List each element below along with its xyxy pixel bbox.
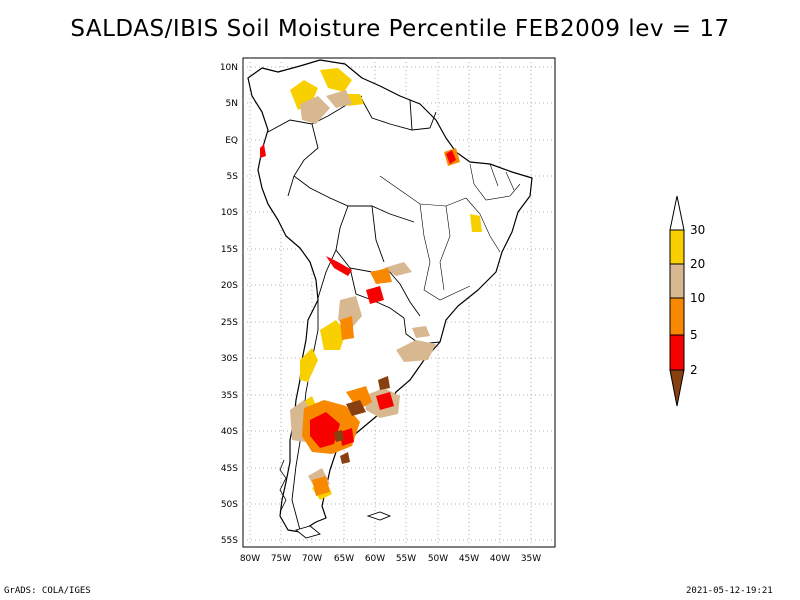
lat-tick: 10N bbox=[220, 63, 238, 73]
chiloe-fringe bbox=[279, 459, 287, 513]
shade-10-20 bbox=[396, 340, 436, 362]
longitude-ticks: 80W 75W 70W 65W 60W 55W 50W 45W 40W 35W bbox=[240, 554, 541, 564]
legend-swatch-above-30 bbox=[669, 195, 685, 231]
shade-2-5 bbox=[366, 286, 384, 304]
lat-tick: EQ bbox=[225, 136, 238, 146]
lat-tick: 25S bbox=[221, 318, 238, 328]
shade-below-2 bbox=[378, 376, 390, 390]
legend-label: 5 bbox=[690, 328, 698, 342]
lon-tick: 45W bbox=[459, 554, 479, 564]
shade-2-5 bbox=[260, 144, 266, 158]
legend-swatch-5-10 bbox=[669, 297, 685, 336]
shade-5-10 bbox=[340, 316, 354, 340]
lat-tick: 55S bbox=[221, 536, 238, 546]
shade-2-5 bbox=[326, 256, 352, 276]
legend-label: 30 bbox=[690, 223, 705, 237]
lon-tick: 60W bbox=[365, 554, 385, 564]
lat-tick: 10S bbox=[221, 208, 238, 218]
lat-tick: 50S bbox=[221, 500, 238, 510]
lon-tick: 80W bbox=[240, 554, 260, 564]
shade-5-10 bbox=[312, 476, 330, 496]
legend-label: 2 bbox=[690, 363, 698, 377]
lat-tick: 5N bbox=[226, 99, 238, 109]
legend-swatch-below-2 bbox=[669, 369, 685, 407]
state-borders bbox=[379, 163, 521, 301]
shade-below-2 bbox=[340, 452, 350, 464]
shade-2-5 bbox=[376, 392, 394, 410]
tierra-del-fuego bbox=[295, 525, 321, 539]
soil-moisture-shading bbox=[260, 68, 482, 500]
shade-5-10 bbox=[346, 386, 372, 410]
timestamp-label: 2021-05-12-19:21 bbox=[686, 586, 773, 596]
shade-5-10 bbox=[370, 268, 392, 284]
shade-10-20 bbox=[326, 90, 352, 108]
shade-below-2 bbox=[346, 400, 366, 416]
legend-label: 20 bbox=[690, 257, 705, 271]
falkland-islands bbox=[366, 511, 392, 521]
shade-20-30 bbox=[320, 320, 346, 350]
lon-tick: 70W bbox=[302, 554, 322, 564]
lon-tick: 35W bbox=[521, 554, 541, 564]
lon-tick: 40W bbox=[490, 554, 510, 564]
latitude-ticks: 10N 5N EQ 5S 10S 15S 20S 25S 30S 35S 40S… bbox=[220, 63, 238, 546]
shade-2-5 bbox=[446, 150, 456, 164]
shade-20-30 bbox=[300, 348, 318, 382]
credit-label: GrADS: COLA/IGES bbox=[4, 586, 91, 596]
shade-20-30 bbox=[320, 68, 352, 92]
legend-swatch-20-30 bbox=[669, 229, 685, 265]
lon-tick: 65W bbox=[334, 554, 354, 564]
shade-2-5 bbox=[310, 412, 340, 448]
legend-swatch-10-20 bbox=[669, 263, 685, 299]
shade-below-2 bbox=[334, 430, 344, 442]
lon-tick: 50W bbox=[428, 554, 448, 564]
legend-swatch-2-5 bbox=[669, 334, 685, 371]
legend-label: 10 bbox=[690, 291, 705, 305]
shade-10-20 bbox=[412, 326, 430, 338]
lon-tick: 75W bbox=[271, 554, 291, 564]
shade-10-20 bbox=[300, 96, 330, 124]
lat-tick: 30S bbox=[221, 354, 238, 364]
lat-tick: 20S bbox=[221, 281, 238, 291]
lat-tick: 35S bbox=[221, 391, 238, 401]
lat-tick: 45S bbox=[221, 464, 238, 474]
legend-colorbar: 30 20 10 5 2 bbox=[669, 195, 705, 407]
lat-tick: 15S bbox=[221, 245, 238, 255]
map-title: SALDAS/IBIS Soil Moisture Percentile FEB… bbox=[70, 16, 730, 42]
shade-10-20 bbox=[384, 262, 412, 276]
lon-tick: 55W bbox=[396, 554, 416, 564]
lat-tick: 40S bbox=[221, 427, 238, 437]
shade-20-30 bbox=[470, 214, 482, 232]
shade-2-5 bbox=[340, 428, 354, 446]
lat-tick: 5S bbox=[227, 172, 239, 182]
